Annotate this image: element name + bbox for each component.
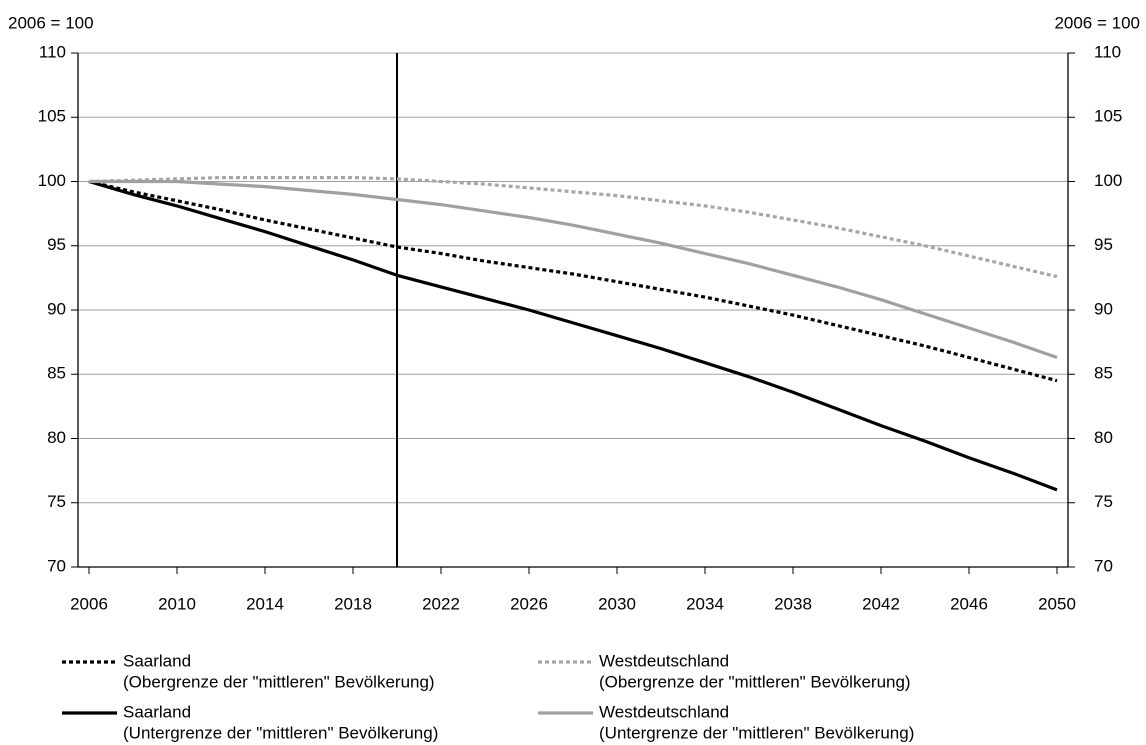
x-tick-label: 2014 — [246, 594, 284, 613]
y2-tick-label: 95 — [1094, 235, 1113, 254]
series-line — [88, 176, 1058, 279]
series-line — [88, 179, 1058, 492]
y-axis-label: 2006 = 100 — [8, 13, 94, 32]
y-tick-label: 75 — [47, 492, 66, 511]
y-tick-label: 80 — [47, 428, 66, 447]
x-tick-label: 2010 — [158, 594, 196, 613]
x-tick-label: 2018 — [334, 594, 372, 613]
x-tick-label: 2050 — [1038, 594, 1076, 613]
y2-tick-label: 90 — [1094, 299, 1113, 318]
y2-tick-label: 85 — [1094, 364, 1113, 383]
legend-label: Saarland — [123, 702, 191, 721]
y2-tick-label: 75 — [1094, 492, 1113, 511]
y2-axis-label: 2006 = 100 — [1054, 13, 1140, 32]
y-tick-label: 70 — [47, 556, 66, 575]
x-tick-label: 2038 — [774, 594, 812, 613]
series-line — [88, 179, 1058, 383]
x-tick-label: 2042 — [862, 594, 900, 613]
legend-detail: (Untergrenze der "mittleren" Bevölkerung… — [599, 723, 914, 742]
y2-tick-label: 80 — [1094, 428, 1113, 447]
y-tick-label: 95 — [47, 235, 66, 254]
y2-tick-label: 105 — [1094, 107, 1122, 126]
legend-detail: (Untergrenze der "mittleren" Bevölkerung… — [123, 723, 438, 742]
y-tick-label: 90 — [47, 299, 66, 318]
series-line — [89, 179, 1058, 360]
y2-tick-label: 70 — [1094, 556, 1113, 575]
x-tick-label: 2006 — [70, 594, 108, 613]
y2-tick-label: 100 — [1094, 171, 1122, 190]
legend-label: Saarland — [123, 651, 191, 670]
x-tick-label: 2022 — [422, 594, 460, 613]
legend-detail: (Obergrenze der "mittleren" Bevölkerung) — [123, 672, 435, 691]
legend-label: Westdeutschland — [599, 702, 729, 721]
y2-tick-label: 110 — [1094, 42, 1121, 61]
x-tick-label: 2034 — [686, 594, 724, 613]
x-tick-label: 2046 — [950, 594, 988, 613]
x-tick-label: 2026 — [510, 594, 548, 613]
y-tick-label: 85 — [47, 364, 66, 383]
legend-detail: (Obergrenze der "mittleren" Bevölkerung) — [599, 672, 911, 691]
y-tick-label: 110 — [39, 42, 66, 61]
y-tick-label: 105 — [38, 107, 66, 126]
x-tick-label: 2030 — [598, 594, 636, 613]
y-tick-label: 100 — [38, 171, 66, 190]
legend-label: Westdeutschland — [599, 651, 729, 670]
